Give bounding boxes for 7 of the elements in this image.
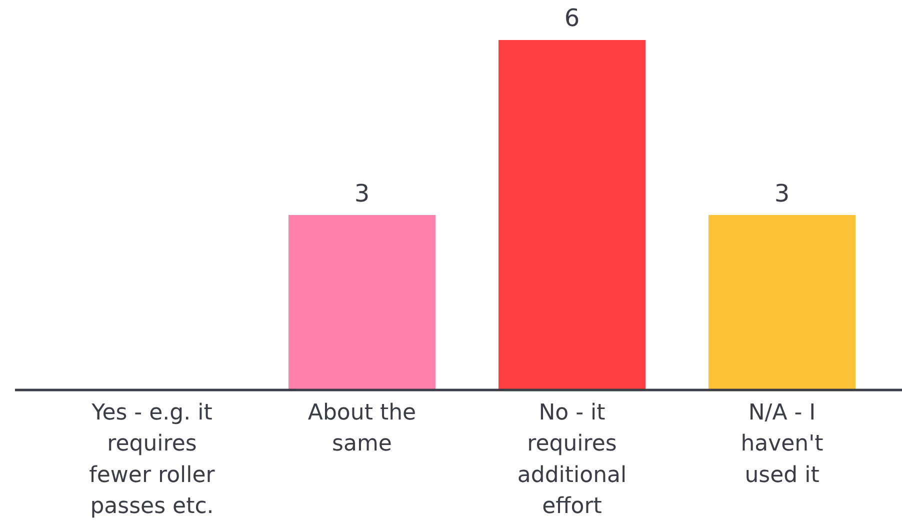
x-tick-label: No - it requires additional effort (517, 400, 627, 520)
x-tick-label: Yes - e.g. it requires fewer roller passes etc. (89, 400, 216, 520)
x-tick-label: About the same (308, 400, 416, 457)
x-tick-label: N/A - I haven't used it (740, 400, 824, 488)
data-label: 3 (354, 179, 370, 208)
data-label: 3 (774, 179, 790, 208)
data-label: 6 (564, 4, 580, 32)
